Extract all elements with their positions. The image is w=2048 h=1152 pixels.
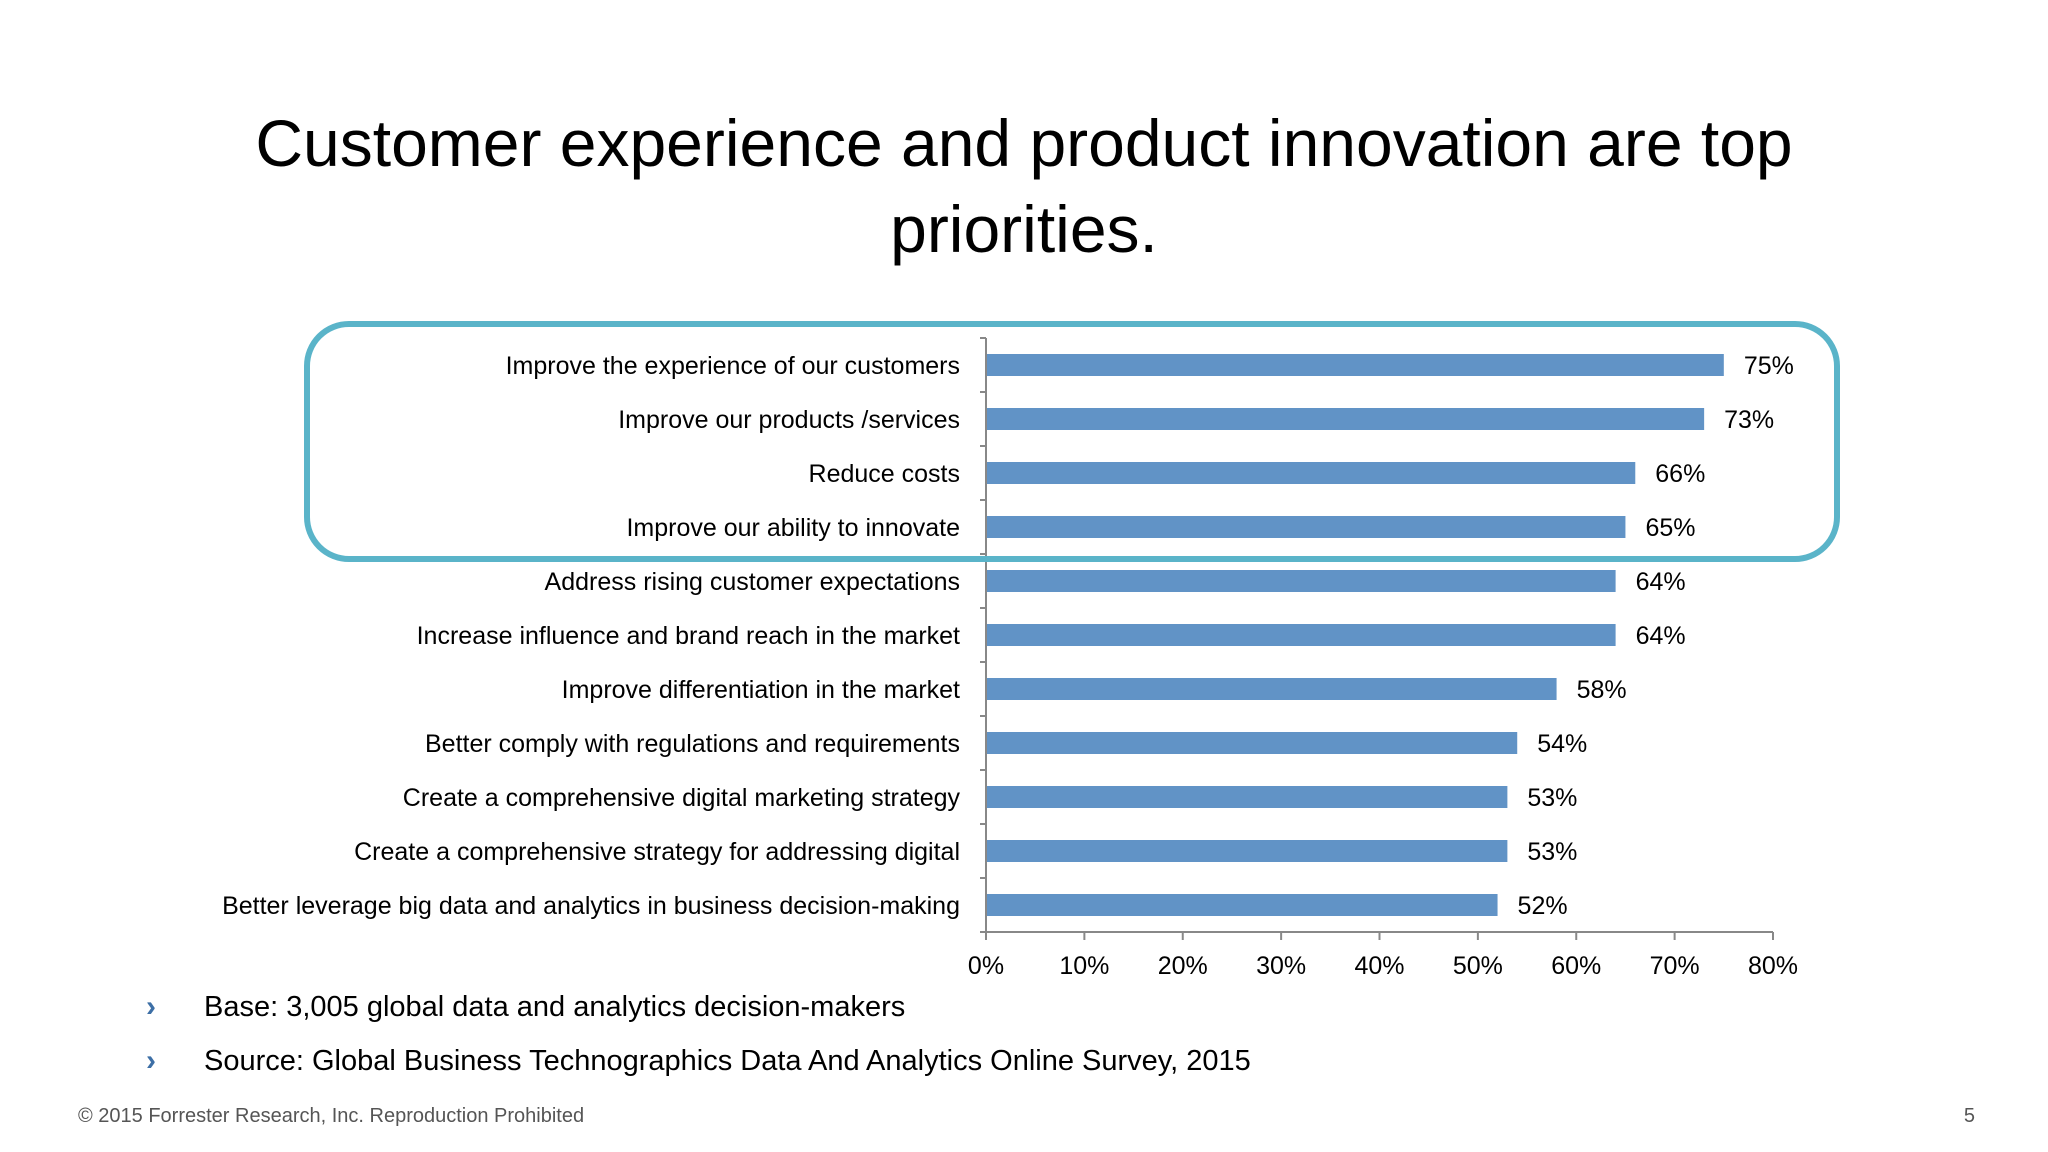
x-tick-label: 70% [1650, 952, 1700, 980]
category-label: Improve our ability to innovate [626, 514, 960, 542]
value-label: 54% [1537, 730, 1587, 758]
bar [986, 354, 1724, 376]
value-label: 65% [1645, 514, 1695, 542]
note-base: › Base: 3,005 global data and analytics … [146, 980, 1251, 1034]
category-label: Increase influence and brand reach in th… [417, 622, 960, 650]
value-label: 64% [1636, 622, 1686, 650]
bar [986, 732, 1518, 754]
x-tick-label: 40% [1354, 952, 1404, 980]
bar [986, 462, 1636, 484]
note-source: › Source: Global Business Technographics… [146, 1034, 1251, 1088]
x-tick-label: 10% [1059, 952, 1109, 980]
x-tick-label: 30% [1256, 952, 1306, 980]
axis-layer: Improve the experience of our customers 7… [222, 337, 1798, 980]
value-label: 75% [1744, 352, 1794, 380]
copyright-footer: © 2015 Forrester Research, Inc. Reproduc… [78, 1105, 585, 1127]
chevron-right-icon: › [146, 1044, 156, 1077]
category-label: Improve differentiation in the market [562, 676, 960, 704]
x-tick-label: 0% [968, 952, 1004, 980]
category-label: Improve the experience of our customers [506, 352, 960, 380]
chevron-right-icon: › [146, 990, 156, 1023]
x-tick-label: 50% [1453, 952, 1503, 980]
category-label: Reduce costs [809, 460, 960, 488]
bar [986, 786, 1508, 808]
x-tick-label: 80% [1748, 952, 1798, 980]
value-label: 52% [1518, 892, 1568, 920]
x-tick-label: 20% [1158, 952, 1208, 980]
value-label: 66% [1655, 460, 1705, 488]
value-label: 73% [1724, 406, 1774, 434]
category-label: Create a comprehensive strategy for addr… [354, 838, 960, 866]
category-label: Improve our products /services [618, 406, 960, 434]
category-label: Create a comprehensive digital marketing… [403, 784, 961, 812]
base-note: Base: 3,005 global data and analytics de… [204, 990, 906, 1023]
category-label: Better comply with regulations and requi… [425, 730, 960, 758]
bar [986, 516, 1626, 538]
source-note: Source: Global Business Technographics D… [204, 1044, 1251, 1077]
value-label: 58% [1577, 676, 1627, 704]
bar [986, 894, 1498, 916]
bar [986, 840, 1508, 862]
bar [986, 624, 1616, 646]
category-label: Better leverage big data and analytics i… [222, 892, 960, 920]
bars-layer [986, 354, 1724, 916]
notes-list: › Base: 3,005 global data and analytics … [146, 980, 1251, 1088]
page-number: 5 [1963, 1105, 1975, 1127]
value-label: 53% [1527, 838, 1577, 866]
value-label: 64% [1636, 568, 1686, 596]
x-tick-label: 60% [1551, 952, 1601, 980]
value-label: 53% [1527, 784, 1577, 812]
slide-title: Customer experience and product innovati… [255, 106, 1793, 266]
bar [986, 408, 1705, 430]
bar [986, 570, 1616, 592]
highlight-box [304, 321, 1840, 562]
bar [986, 678, 1557, 700]
category-label: Address rising customer expectations [545, 568, 960, 596]
